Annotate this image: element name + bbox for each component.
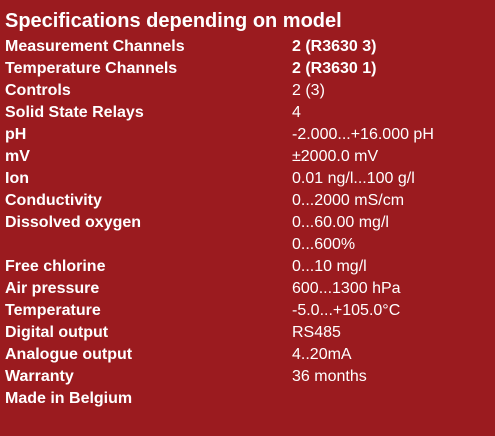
- spec-label: Solid State Relays: [5, 104, 144, 121]
- spec-row-digital-output: Digital output RS485: [0, 322, 495, 344]
- spec-label: pH: [5, 126, 27, 143]
- spec-row-conductivity: Conductivity 0...2000 mS/cm: [0, 190, 495, 212]
- spec-value: 2 (R3630 1): [292, 60, 377, 77]
- spec-value: 4..20mA: [292, 346, 352, 363]
- spec-value: -2.000...+16.000 pH: [292, 126, 434, 143]
- spec-value: ±2000.0 mV: [292, 148, 379, 165]
- spec-label: Dissolved oxygen: [5, 214, 142, 231]
- spec-label: Analogue output: [5, 346, 133, 363]
- spec-row-temperature-channels: Temperature Channels 2 (R3630 1): [0, 58, 495, 80]
- spec-label: Digital output: [5, 324, 109, 341]
- spec-value: 0...600%: [292, 236, 356, 253]
- spec-label: mV: [5, 148, 30, 165]
- spec-table: Measurement Channels 2 (R3630 3) Tempera…: [0, 36, 495, 410]
- page-title: Specifications depending on model: [5, 10, 342, 32]
- spec-label: Temperature Channels: [5, 60, 178, 77]
- spec-label: Made in Belgium: [5, 390, 133, 407]
- spec-row-analogue-output: Analogue output 4..20mA: [0, 344, 495, 366]
- spec-value: -5.0...+105.0°C: [292, 302, 401, 319]
- spec-row-temperature: Temperature -5.0...+105.0°C: [0, 300, 495, 322]
- spec-value: 0.01 ng/l...100 g/l: [292, 170, 415, 187]
- spec-label: Temperature: [5, 302, 101, 319]
- spec-label: Air pressure: [5, 280, 100, 297]
- spec-row-free-chlorine: Free chlorine 0...10 mg/l: [0, 256, 495, 278]
- spec-row-measurement-channels: Measurement Channels 2 (R3630 3): [0, 36, 495, 58]
- spec-value: 36 months: [292, 368, 367, 385]
- spec-row-warranty: Warranty 36 months: [0, 366, 495, 388]
- spec-row-made-in-belgium: Made in Belgium: [0, 388, 495, 410]
- spec-row-ph: pH -2.000...+16.000 pH: [0, 124, 495, 146]
- spec-value: 2 (R3630 3): [292, 38, 377, 55]
- spec-row-dissolved-oxygen: Dissolved oxygen 0...60.00 mg/l: [0, 212, 495, 234]
- spec-row-ion: Ion 0.01 ng/l...100 g/l: [0, 168, 495, 190]
- spec-label: Controls: [5, 82, 71, 99]
- spec-value: 0...2000 mS/cm: [292, 192, 405, 209]
- spec-label: Measurement Channels: [5, 38, 185, 55]
- spec-value: 2 (3): [292, 82, 325, 99]
- spec-label: Conductivity: [5, 192, 102, 209]
- spec-row-mv: mV ±2000.0 mV: [0, 146, 495, 168]
- spec-row-dissolved-oxygen-percent: 0...600%: [0, 234, 495, 256]
- spec-label: Ion: [5, 170, 29, 187]
- spec-value: 4: [292, 104, 301, 121]
- spec-value: 0...60.00 mg/l: [292, 214, 389, 231]
- spec-label: Warranty: [5, 368, 74, 385]
- spec-row-controls: Controls 2 (3): [0, 80, 495, 102]
- spec-label: Free chlorine: [5, 258, 106, 275]
- spec-value: 600...1300 hPa: [292, 280, 401, 297]
- spec-value: RS485: [292, 324, 341, 341]
- spec-row-solid-state-relays: Solid State Relays 4: [0, 102, 495, 124]
- spec-value: 0...10 mg/l: [292, 258, 367, 275]
- spec-row-air-pressure: Air pressure 600...1300 hPa: [0, 278, 495, 300]
